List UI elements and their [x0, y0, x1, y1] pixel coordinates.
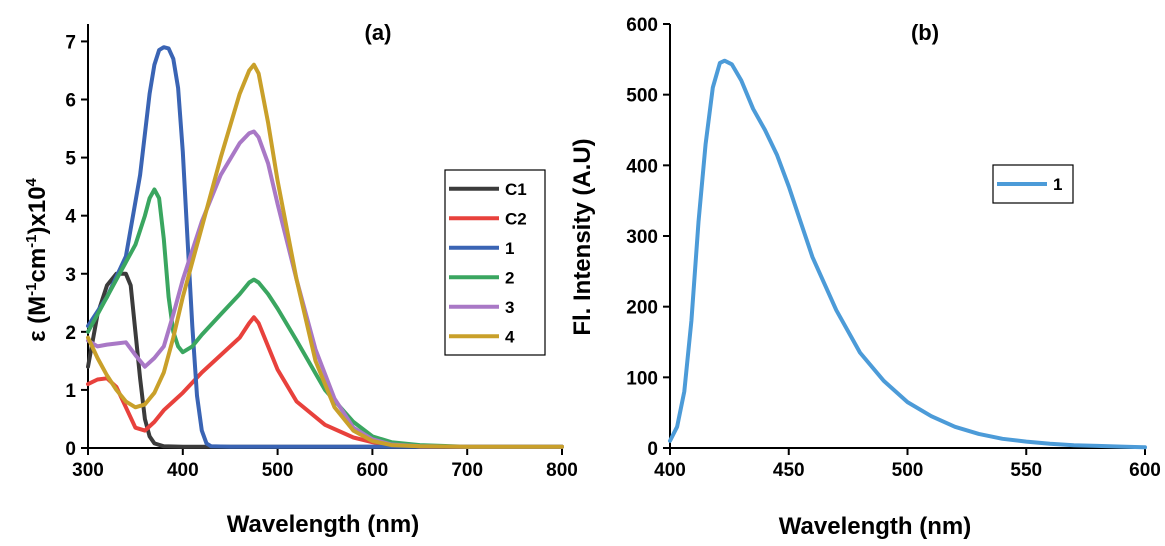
panel-a-y-axis-title: ε (M-1cm-1)x104 [23, 177, 51, 341]
panel-a-y-tick-label: 0 [65, 439, 76, 460]
panel-b-y-tick-label: 400 [626, 156, 658, 177]
panel-b-x-tick-label: 600 [1129, 460, 1161, 481]
panel-b-y-tick-label: 0 [647, 439, 658, 460]
panel-a-title: (a) [365, 20, 392, 45]
panel-a-x-tick-label: 500 [262, 460, 294, 481]
panel-a-y-tick-label: 5 [65, 149, 76, 170]
panel-b-title: (b) [911, 20, 939, 45]
panel-a-legend [444, 169, 546, 356]
panel-b-y-tick-label: 500 [626, 86, 658, 107]
panel-a-x-tick-label: 800 [546, 460, 578, 481]
panel-a-y-tick-label: 1 [65, 381, 76, 402]
panel-b-y-tick-label: 100 [626, 368, 658, 389]
panel-a-y-tick-label: 3 [65, 265, 76, 286]
panel-b-legend-label: 1 [1053, 175, 1062, 194]
panel-a-series-line-c2 [86, 315, 564, 449]
panel-a-y-tick-label: 2 [65, 323, 76, 344]
panel-a-x-tick-label: 400 [167, 460, 199, 481]
panel-b-y-axis-title: Fl. Intensity (A.U) [569, 138, 596, 335]
panel-a-y-tick-label: 7 [65, 32, 76, 53]
panel-a-legend-label: 4 [505, 327, 515, 346]
panel-a-x-tick-label: 600 [357, 460, 389, 481]
panel-a-chart: (a) Wavelength (nm) ε (M-1cm-1)x104 300 4… [23, 20, 578, 538]
panel-a-x-tick-label: 700 [451, 460, 483, 481]
panel-b-series-line-1 [668, 58, 1147, 450]
panel-b-x-tick-label: 550 [1010, 460, 1042, 481]
panel-a-legend-label: C2 [505, 209, 527, 228]
panel-a-series-line-3 [86, 129, 564, 449]
panel-a-legend-label: 2 [505, 268, 514, 287]
panel-b-x-tick-label: 450 [773, 460, 805, 481]
panel-b-x-axis-title: Wavelength (nm) [779, 513, 971, 540]
panel-a-x-tick-label: 300 [72, 460, 104, 481]
panel-a-series-line-1 [86, 45, 564, 449]
panel-b-x-tick-label: 400 [654, 460, 686, 481]
panel-b-y-tick-label: 300 [626, 227, 658, 248]
panel-a-legend-label: C1 [505, 180, 527, 199]
panel-b-y-tick-label: 600 [626, 15, 658, 36]
panel-a-y-tick-label: 4 [65, 207, 76, 228]
panel-a-x-axis-title: Wavelength (nm) [227, 511, 419, 538]
panel-b-chart: (b) Wavelength (nm) Fl. Intensity (A.U) … [569, 15, 1161, 540]
panel-a-series-line-4 [86, 62, 564, 449]
panel-a-y-tick-label: 6 [65, 91, 76, 112]
panel-b-y-tick-label: 200 [626, 298, 658, 319]
panel-b-x-tick-label: 500 [892, 460, 924, 481]
panel-b-axes [669, 24, 1145, 449]
panel-a-series-line-2 [86, 187, 564, 449]
panel-a-legend-label: 1 [505, 239, 514, 258]
panel-a-legend-label: 3 [505, 298, 514, 317]
